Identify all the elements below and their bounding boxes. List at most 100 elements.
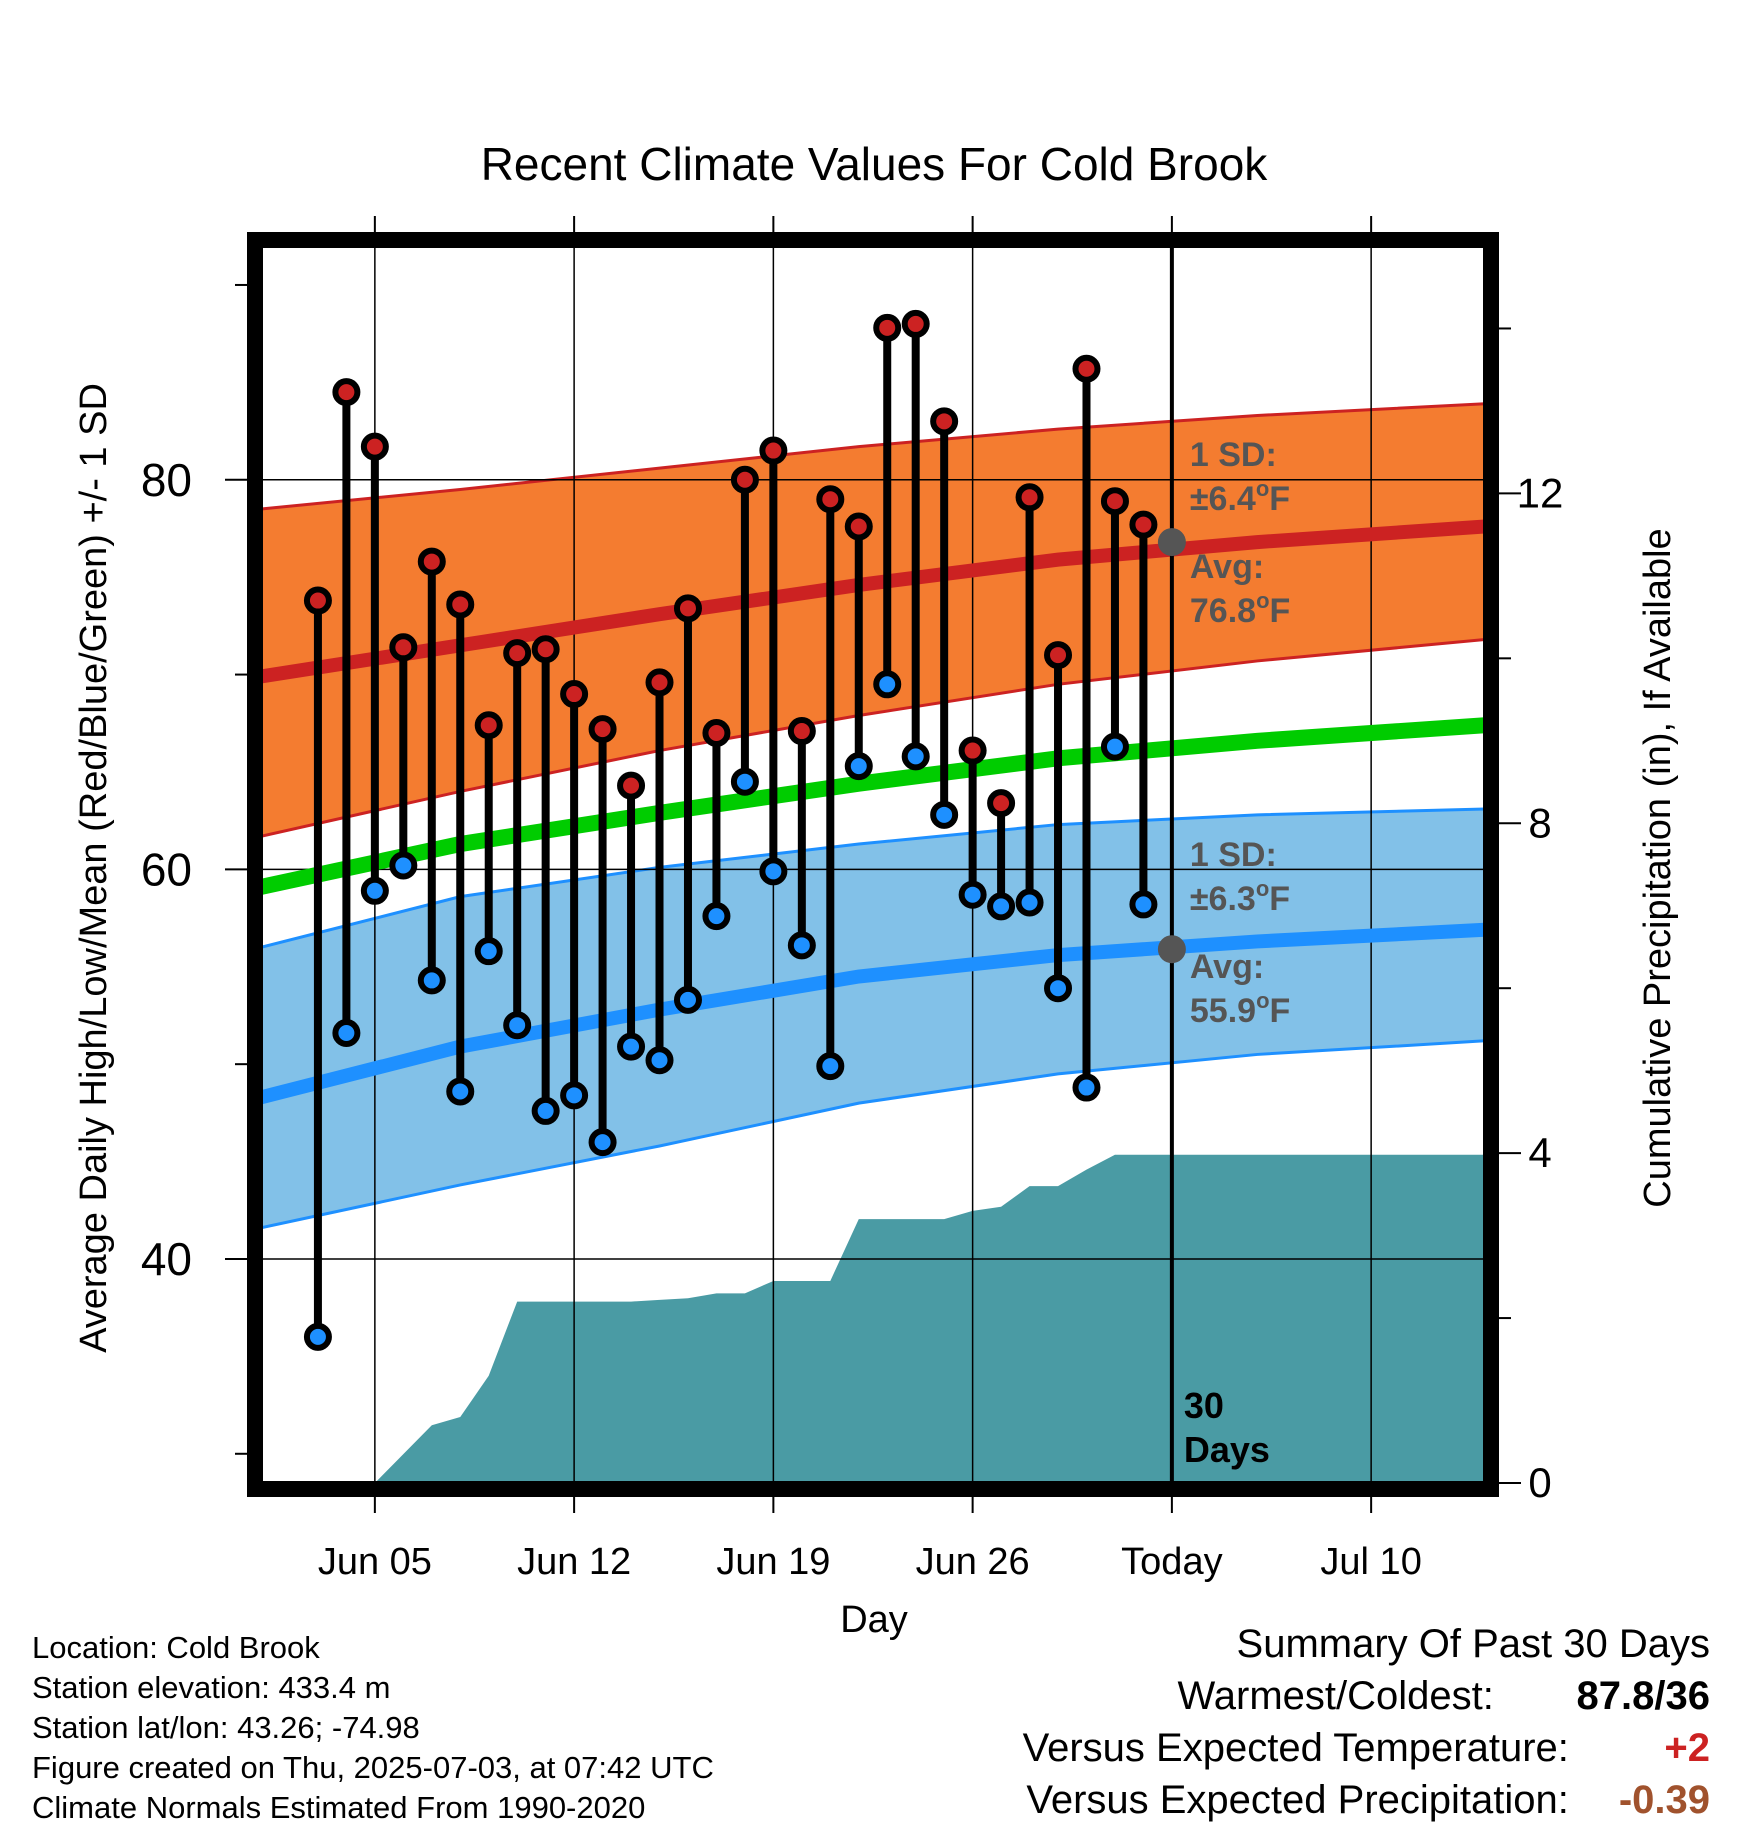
y2-tick-label: 8: [1528, 799, 1551, 846]
observed-high-point: [1044, 641, 1073, 670]
observed-low-point: [730, 767, 759, 796]
observed-low-point: [446, 1077, 475, 1106]
observed-high-point: [844, 512, 873, 541]
low-avg-marker: [1157, 935, 1186, 964]
observed-high-point: [787, 717, 816, 746]
warmest-coldest-row: Warmest/Coldest: 87.8/36: [1023, 1670, 1711, 1722]
observed-low-point: [1129, 890, 1158, 919]
plot-frame: [247, 232, 1499, 1497]
observed-low-point: [702, 902, 731, 931]
high-sd-text-degree: o: [1256, 476, 1269, 501]
observed-low-point: [531, 1096, 560, 1125]
observed-high-point: [588, 715, 617, 744]
high-avg-label: Avg:: [1190, 548, 1264, 586]
high-avg-text: 76.8oF: [1190, 588, 1290, 630]
summary-title: Summary Of Past 30 Days: [1236, 1622, 1710, 1666]
plot-inner: [261, 246, 1485, 1483]
observed-low-point: [332, 1019, 361, 1048]
low-sd-text: ±6.3oF: [1190, 876, 1290, 918]
temperature-value: +2: [1664, 1726, 1710, 1770]
observed-low-point: [617, 1032, 646, 1061]
created-text: Figure created on Thu, 2025-07-03, at 07…: [32, 1750, 714, 1785]
x-axis-label: Day: [840, 1599, 908, 1641]
observed-low-point: [1044, 974, 1073, 1003]
observed-low-point: [844, 752, 873, 781]
x-tick-label: Jun 26: [916, 1541, 1030, 1583]
high-avg-text-degree: o: [1256, 588, 1269, 613]
observed-low-point: [303, 1322, 332, 1351]
observed-high-point: [389, 633, 418, 662]
temperature-row: Versus Expected Temperature: +2: [1023, 1722, 1710, 1774]
observed-high-point: [987, 789, 1016, 818]
precipitation-label: Versus Expected Precipitation:: [1026, 1778, 1569, 1822]
y2-axis-label: Cumulative Precipitation (in), If Availa…: [1637, 528, 1679, 1207]
precipitation-value: -0.39: [1618, 1778, 1710, 1822]
temperature-label: Versus Expected Temperature:: [1022, 1726, 1569, 1770]
observed-low-point: [560, 1081, 589, 1110]
observed-high-point: [303, 586, 332, 615]
low-avg-text: 55.9oF: [1190, 988, 1290, 1030]
observed-high-point: [474, 711, 503, 740]
high-sd-band: [261, 403, 1485, 837]
observed-low-point: [759, 857, 788, 886]
observed-high-point: [901, 309, 930, 338]
low-avg-text-value: 55.9: [1190, 992, 1256, 1030]
observed-high-point: [930, 407, 959, 436]
observed-high-point: [417, 547, 446, 576]
observed-low-point: [1100, 732, 1129, 761]
low-sd-text-value: ±6.3: [1190, 880, 1256, 918]
summary-panel: Summary Of Past 30 Days Warmest/Coldest:…: [1023, 1618, 1710, 1826]
observed-high-point: [759, 436, 788, 465]
observed-high-point: [1072, 354, 1101, 383]
station-info: Location: Cold Brook Station elevation: …: [32, 1628, 714, 1828]
observed-low-point: [987, 892, 1016, 921]
normals-text: Climate Normals Estimated From 1990-2020: [32, 1790, 646, 1825]
observed-low-point: [588, 1128, 617, 1157]
precipitation-row: Versus Expected Precipitation: -0.39: [1023, 1774, 1710, 1826]
observed-high-point: [503, 639, 532, 668]
high-avg-text-value: 76.8: [1190, 592, 1256, 630]
warmest-coldest-label: Warmest/Coldest:: [1177, 1674, 1494, 1718]
x-tick-label: Jul 10: [1320, 1541, 1421, 1583]
observed-high-point: [332, 378, 361, 407]
observed-high-point: [730, 465, 759, 494]
observed-low-point: [958, 880, 987, 909]
low-avg-label: Avg:: [1190, 948, 1264, 986]
low-sd-text-unit: F: [1269, 880, 1290, 918]
observed-low-point: [787, 931, 816, 960]
observed-high-point: [446, 590, 475, 619]
high-avg-marker: [1157, 528, 1186, 557]
observed-high-point: [1100, 487, 1129, 516]
low-sd-label: 1 SD:: [1190, 836, 1277, 874]
high-sd-text: ±6.4oF: [1190, 476, 1290, 518]
observed-low-point: [645, 1046, 674, 1075]
warmest-coldest-value: 87.8/36: [1576, 1674, 1710, 1718]
observed-low-point: [873, 670, 902, 699]
x-tick-label: Jun 05: [318, 1541, 432, 1583]
observed-high-point: [873, 313, 902, 342]
low-avg-text-degree: o: [1256, 988, 1269, 1013]
observed-high-point: [617, 771, 646, 800]
y2-tick-label: 0: [1528, 1459, 1551, 1506]
y-tick-label: 80: [141, 454, 192, 506]
observed-high-point: [958, 736, 987, 765]
observed-low-point: [474, 937, 503, 966]
y-axis-label: Average Daily High/Low/Mean (Red/Blue/Gr…: [73, 383, 115, 1353]
y-tick-label: 40: [141, 1233, 192, 1285]
observed-low-point: [417, 966, 446, 995]
chart-title: Recent Climate Values For Cold Brook: [481, 138, 1269, 190]
low-sd-text-degree: o: [1256, 876, 1269, 901]
observed-high-point: [673, 594, 702, 623]
observed-low-point: [673, 985, 702, 1014]
observed-low-point: [360, 876, 389, 905]
observed-high-point: [1015, 483, 1044, 512]
high-sd-text-unit: F: [1269, 480, 1290, 518]
low-sd-lower-line: [261, 1039, 1485, 1230]
location-text: Location: Cold Brook: [32, 1630, 320, 1665]
window-label-days: Days: [1184, 1429, 1270, 1470]
observed-low-point: [901, 742, 930, 771]
latlon-text: Station lat/lon: 43.26; -74.98: [32, 1710, 420, 1745]
precipitation-area: [346, 1154, 1485, 1483]
y2-tick-label: 12: [1517, 469, 1564, 516]
